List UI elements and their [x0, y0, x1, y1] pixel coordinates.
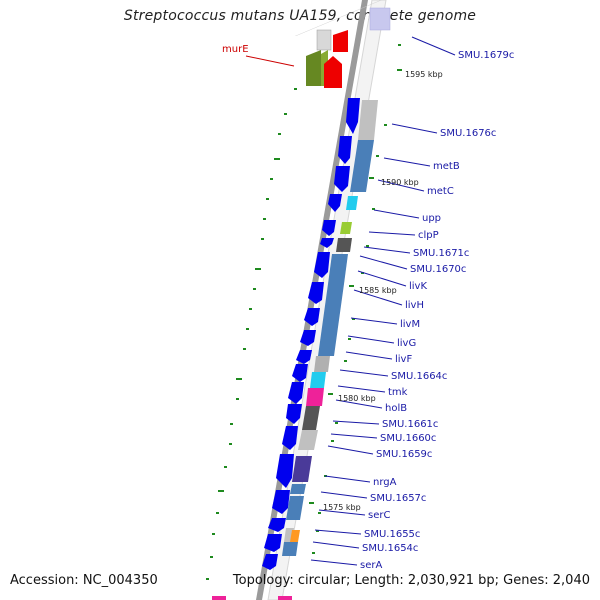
gene-connector-SMU.1657c	[320, 491, 368, 499]
gene-label-holB: holB	[385, 403, 407, 414]
gene-label-clpP: clpP	[418, 230, 439, 241]
gene-label-SMU.1659c: SMU.1659c	[376, 449, 432, 460]
position-label: 1595 kbp	[405, 70, 443, 79]
position-label: 1575 kbp	[323, 503, 361, 512]
position-tick	[349, 285, 354, 287]
position-markers: 1595 kbp 1590 kbp 1585 kbp 1580 kbp 1575 kbp	[309, 69, 443, 512]
gene-label-metC: metC	[427, 186, 454, 197]
gene-label-livH: livH	[405, 300, 424, 311]
gene-label-metB: metB	[433, 161, 460, 172]
gene-label-livG: livG	[397, 338, 416, 349]
gene-connector-SMU.1679c	[411, 36, 456, 56]
gene-connector-holB	[335, 399, 383, 409]
gene-label-serA: serA	[360, 560, 382, 571]
gene-label-tmk: tmk	[388, 387, 408, 398]
gene-connector-livF	[345, 351, 393, 360]
gene-connector-SMU.1655c	[314, 529, 362, 535]
gene-connector-livH	[353, 289, 403, 306]
gene-connector-nrgA	[324, 475, 371, 483]
gene-connector-clpP	[368, 231, 416, 236]
gene-connector-upp	[373, 209, 420, 219]
gene-label-SMU.1660c: SMU.1660c	[380, 433, 436, 444]
gene-label-SMU.1655c: SMU.1655c	[364, 529, 420, 540]
gene-connector-SMU.1670c	[359, 255, 408, 270]
gene-label-SMU.1657c: SMU.1657c	[370, 493, 426, 504]
position-label: 1580 kbp	[338, 394, 376, 403]
gene-connector-SMU.1664c	[339, 369, 389, 377]
gene-label-livF: livF	[395, 354, 412, 365]
gene-connector-livG	[347, 335, 395, 344]
gene-label-SMU.1664c: SMU.1664c	[391, 371, 447, 382]
gene-connector-SMU.1676c	[391, 123, 438, 134]
gene-connector-metB	[383, 157, 431, 167]
gene-connector-serA	[310, 559, 358, 566]
gene-connector-SMU.1661c	[332, 420, 380, 425]
complement-feature-track	[212, 100, 378, 600]
gene-label-serC: serC	[368, 510, 390, 521]
gene-connector-serC	[318, 509, 366, 516]
gene-label-SMU.1671c: SMU.1671c	[413, 248, 469, 259]
position-tick	[369, 177, 374, 179]
position-tick	[397, 69, 402, 71]
gene-connector-livK	[357, 270, 407, 287]
top-features	[306, 7, 391, 88]
genome-summary-text: Topology: circular; Length: 2,030,921 bp…	[232, 573, 590, 588]
gene-label-upp: upp	[422, 213, 441, 224]
gene-label-livK: livK	[409, 281, 427, 292]
gene-label-SMU.1676c: SMU.1676c	[440, 128, 496, 139]
forward-cds-track	[262, 98, 360, 570]
label-connectors	[245, 36, 456, 566]
gene-labels: murE SMU.1679c SMU.1676c metB metC upp clpP SMU…	[222, 44, 514, 571]
gene-connector-murE	[245, 55, 295, 67]
gene-connector-SMU.1671c	[363, 246, 411, 254]
gene-label-livM: livM	[400, 319, 420, 330]
gene-label-SMU.1654c: SMU.1654c	[362, 543, 418, 554]
gene-connector-SMU.1660c	[330, 433, 378, 439]
position-tick	[328, 393, 333, 395]
gene-connector-livM	[350, 317, 398, 325]
accession-text: Accession: NC_004350	[10, 573, 158, 588]
position-label: 1585 kbp	[359, 286, 397, 295]
position-tick	[309, 502, 314, 504]
gene-connector-tmk	[337, 385, 386, 393]
gene-connector-SMU.1654c	[312, 541, 360, 549]
position-label: 1590 kbp	[381, 178, 419, 187]
gene-label-SMU.1670c: SMU.1670c	[410, 264, 466, 275]
gene-label-SMU.1679c: SMU.1679c	[458, 50, 514, 61]
gene-label-murE: murE	[222, 44, 249, 55]
gene-label-SMU.1661c: SMU.1661c	[382, 419, 438, 430]
content-track	[206, 44, 401, 580]
gene-label-nrgA: nrgA	[373, 477, 397, 488]
gene-connector-SMU.1659c	[327, 445, 374, 455]
gene-connector-metC	[377, 179, 425, 192]
